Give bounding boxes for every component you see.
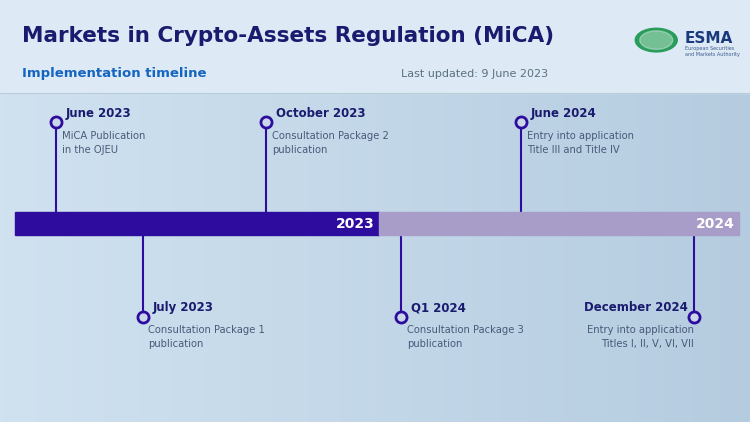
Text: June 2024: June 2024 [531,107,597,120]
Text: Consultation Package 1
publication: Consultation Package 1 publication [148,325,266,349]
Text: 2023: 2023 [336,216,375,231]
Text: October 2023: October 2023 [276,107,365,120]
Text: December 2024: December 2024 [584,301,688,314]
Text: Markets in Crypto-Assets Regulation (MiCA): Markets in Crypto-Assets Regulation (MiC… [22,26,554,46]
Text: 2024: 2024 [696,216,735,231]
Text: Implementation timeline: Implementation timeline [22,68,207,80]
Text: European Securities
and Markets Authority: European Securities and Markets Authorit… [685,46,740,57]
Text: Last updated: 9 June 2023: Last updated: 9 June 2023 [401,69,548,79]
Text: Consultation Package 3
publication: Consultation Package 3 publication [407,325,524,349]
Text: Consultation Package 2
publication: Consultation Package 2 publication [272,131,389,155]
Text: June 2023: June 2023 [66,107,132,120]
Text: Entry into application
Title III and Title IV: Entry into application Title III and Tit… [527,131,634,155]
Text: Q1 2024: Q1 2024 [411,301,466,314]
Text: ESMA: ESMA [685,31,733,46]
Circle shape [635,28,677,52]
Bar [15,212,379,235]
Bar [379,212,739,235]
Text: July 2023: July 2023 [152,301,213,314]
Circle shape [640,31,673,49]
Bar [0,0,750,93]
Text: Entry into application
Titles I, II, V, VI, VII: Entry into application Titles I, II, V, … [586,325,694,349]
Text: MiCA Publication
in the OJEU: MiCA Publication in the OJEU [62,131,146,155]
